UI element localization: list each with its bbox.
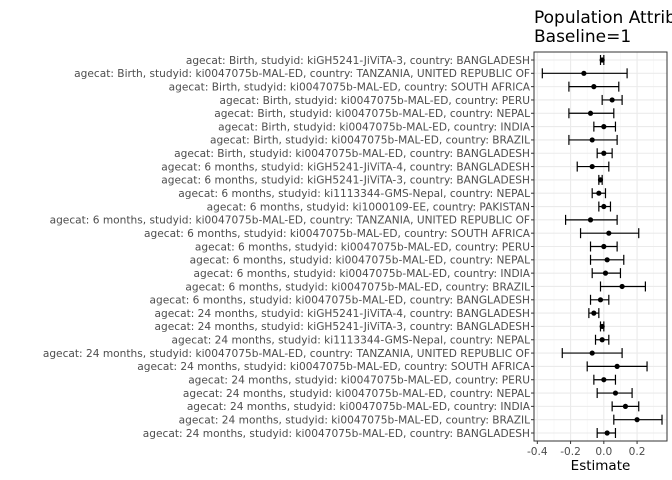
y-tick-label: agecat: Birth, studyid: ki0047075b-MAL-E… [214, 108, 530, 120]
x-tick-label: -0.2 [560, 446, 581, 458]
y-tick-label: agecat: Birth, studyid: kiGH5241-JiViTA-… [186, 55, 530, 67]
y-tick-label: agecat: Birth, studyid: ki0047075b-MAL-E… [74, 68, 530, 80]
estimate-point [591, 84, 597, 90]
x-axis-title: Estimate [571, 458, 631, 474]
y-tick-label: agecat: 24 months, studyid: kiGH5241-JiV… [155, 308, 530, 320]
y-axis-labels: agecat: Birth, studyid: kiGH5241-JiViTA-… [43, 55, 534, 440]
estimate-point [597, 297, 604, 303]
chart-title: Population Attributable [534, 8, 672, 28]
y-tick-label: agecat: 6 months, studyid: ki0047075b-MA… [50, 215, 530, 227]
estimate-point [601, 243, 607, 250]
y-tick-label: agecat: 6 months, studyid: ki0047075b-MA… [194, 268, 531, 280]
estimate-point [589, 137, 595, 143]
estimate-point [587, 217, 594, 223]
y-tick-label: agecat: 6 months, studyid: ki0047075b-MA… [144, 228, 531, 240]
panel-border [533, 51, 668, 442]
y-tick-label: agecat: 6 months, studyid: ki1113344-GMS… [178, 188, 530, 200]
estimate-point [591, 310, 597, 316]
estimate-point [612, 390, 619, 396]
y-tick-label: agecat: 24 months, studyid: ki0047075b-M… [188, 375, 530, 387]
y-tick-label: agecat: 6 months, studyid: kiGH5241-JiVi… [161, 175, 530, 187]
y-tick-label: agecat: 6 months, studyid: ki0047075b-MA… [190, 255, 530, 267]
y-tick-label: agecat: Birth, studyid: ki0047075b-MAL-E… [169, 81, 531, 93]
y-tick-label: agecat: 24 months, studyid: ki0047075b-M… [183, 388, 530, 400]
y-tick-label: agecat: Birth, studyid: ki0047075b-MAL-E… [218, 121, 531, 133]
y-tick-label: agecat: Birth, studyid: ki0047075b-MAL-E… [174, 148, 530, 160]
estimate-point [634, 417, 640, 423]
x-tick-label: 0.0 [595, 446, 612, 458]
estimate-point [614, 363, 620, 369]
y-tick-label: agecat: 6 months, studyid: ki0047075b-MA… [150, 295, 530, 307]
estimate-point [599, 57, 605, 63]
x-tick-label: -0.4 [527, 446, 548, 458]
y-tick-label: agecat: 24 months, studyid: ki1113344-GM… [172, 335, 531, 347]
y-tick-label: agecat: 24 months, studyid: ki0047075b-M… [179, 414, 530, 426]
estimate-point [622, 403, 629, 409]
estimate-point [606, 230, 612, 236]
estimate-point [602, 270, 609, 276]
y-tick-label: agecat: Birth, studyid: ki0047075b-MAL-E… [220, 95, 531, 107]
estimate-point [596, 190, 602, 196]
estimate-point [589, 163, 595, 170]
estimate-markers [541, 54, 663, 439]
estimate-point [604, 430, 610, 436]
estimate-point [599, 323, 605, 330]
estimate-point [589, 350, 595, 356]
y-tick-label: agecat: 6 months, studyid: ki0047075b-MA… [185, 281, 530, 293]
y-tick-label: agecat: 6 months, studyid: kiGH5241-JiVi… [161, 161, 530, 173]
y-tick-label: agecat: 24 months, studyid: ki0047075b-M… [187, 401, 531, 413]
x-axis-ticks: -0.4 -0.2 0.0 0.2 [527, 441, 646, 458]
y-tick-label: agecat: 24 months, studyid: ki0047075b-M… [143, 428, 530, 440]
estimate-point [619, 283, 625, 290]
x-tick-label: 0.2 [629, 446, 646, 458]
estimate-point [601, 377, 607, 383]
estimate-point [601, 124, 607, 130]
estimate-point [604, 257, 610, 263]
y-tick-label: agecat: 24 months, studyid: ki0047075b-M… [137, 361, 530, 373]
estimate-point [599, 337, 605, 343]
y-tick-label: agecat: 6 months, studyid: ki1000109-EE,… [207, 201, 530, 213]
estimate-point [587, 110, 594, 116]
y-tick-label: agecat: Birth, studyid: ki0047075b-MAL-E… [210, 135, 530, 147]
y-tick-label: agecat: 24 months, studyid: kiGH5241-JiV… [155, 321, 530, 333]
estimate-point [601, 150, 607, 156]
estimate-point [597, 177, 604, 183]
y-tick-label: agecat: 24 months, studyid: ki0047075b-M… [43, 348, 530, 360]
y-tick-label: agecat: 6 months, studyid: ki0047075b-MA… [195, 241, 530, 253]
estimate-point [581, 70, 587, 76]
chart-subtitle: Baseline=1 [534, 27, 631, 47]
estimate-point [601, 203, 607, 210]
estimate-point [609, 97, 615, 103]
